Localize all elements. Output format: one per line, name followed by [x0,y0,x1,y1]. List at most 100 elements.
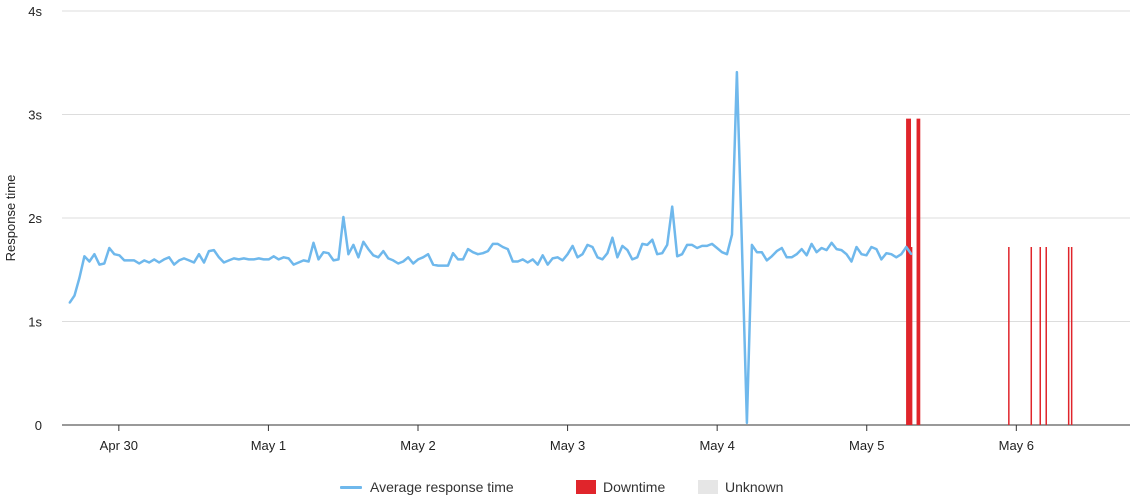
data-point [417,258,419,261]
data-point [840,249,843,252]
data-point [143,259,146,262]
data-point [506,248,509,251]
data-point [447,264,449,267]
legend-item-unknown[interactable]: Unknown [698,478,783,496]
x-tick-label: May 2 [400,438,435,453]
data-point [163,258,166,261]
data-point [810,243,813,245]
data-point [312,241,315,244]
data-point [900,253,903,256]
data-point [252,258,255,261]
data-point [785,256,788,259]
data-point [571,245,574,247]
data-point [282,256,285,259]
data-point [751,244,753,246]
data-point [93,253,96,256]
data-point [596,256,599,259]
data-point [322,251,325,254]
data-point [741,243,743,245]
downtime-marks [906,118,1073,425]
data-point [123,259,126,262]
data-point [646,244,649,246]
data-point [551,257,554,260]
data-point [561,259,564,262]
data-point [332,259,335,262]
data-point [825,249,828,252]
data-point [437,264,439,267]
data-point [487,250,489,253]
downtime-bar [916,118,921,425]
data-point [496,243,499,245]
data-point [711,243,713,245]
data-point [845,253,848,256]
data-point [402,260,405,263]
data-point [387,257,390,260]
data-point [850,260,853,263]
data-point [188,259,190,262]
data-point [556,256,559,259]
data-point [342,216,345,218]
data-point [457,258,459,261]
data-point [168,256,171,259]
data-point [905,246,908,248]
data-point [272,255,275,258]
y-tick-label: 3s [28,108,42,123]
data-point [656,253,659,256]
data-point [651,238,654,241]
data-point [800,248,803,251]
data-point [860,253,863,256]
data-point [113,253,116,256]
data-point [671,205,674,208]
data-point [815,251,818,254]
legend-swatch-box [576,480,596,494]
data-point [88,260,91,263]
data-point [681,253,683,256]
legend-swatch-box [698,480,718,494]
x-tick-label: May 3 [550,438,585,453]
data-point [576,256,579,259]
data-point [128,259,131,262]
data-point [213,249,215,252]
data-point [691,244,693,246]
data-point [805,254,808,257]
data-point [875,248,878,251]
data-point [666,244,669,246]
data-point [541,254,544,257]
average-response-time-line[interactable] [68,70,913,425]
data-point [546,263,549,266]
data-point [397,262,400,265]
data-point [731,233,733,236]
data-point [462,258,464,261]
data-point [287,257,290,260]
data-point [726,253,728,256]
data-point [452,252,454,255]
data-point [696,247,698,249]
data-point [536,263,539,266]
data-point [407,256,410,259]
data-point [233,257,235,260]
data-point [880,258,883,261]
legend-label: Average response time [370,479,514,495]
data-point [626,249,629,252]
data-point [516,260,519,263]
legend-item-downtime[interactable]: Downtime [576,478,665,496]
data-point [203,261,205,264]
legend-item-average-response-time[interactable]: Average response time [340,478,514,496]
data-point [770,255,773,258]
data-point [706,245,708,247]
data-point [531,258,534,261]
data-points [68,71,913,424]
data-point [133,259,136,262]
data-point [477,253,479,256]
data-point [701,245,703,247]
legend-label: Unknown [725,479,784,495]
x-tick-label: May 5 [849,438,884,453]
data-point [795,253,798,256]
data-point [297,261,300,264]
data-point [427,253,429,256]
data-point [118,254,121,257]
data-point [870,246,873,248]
data-point [442,264,444,267]
data-point [262,258,265,261]
data-point [910,253,913,256]
